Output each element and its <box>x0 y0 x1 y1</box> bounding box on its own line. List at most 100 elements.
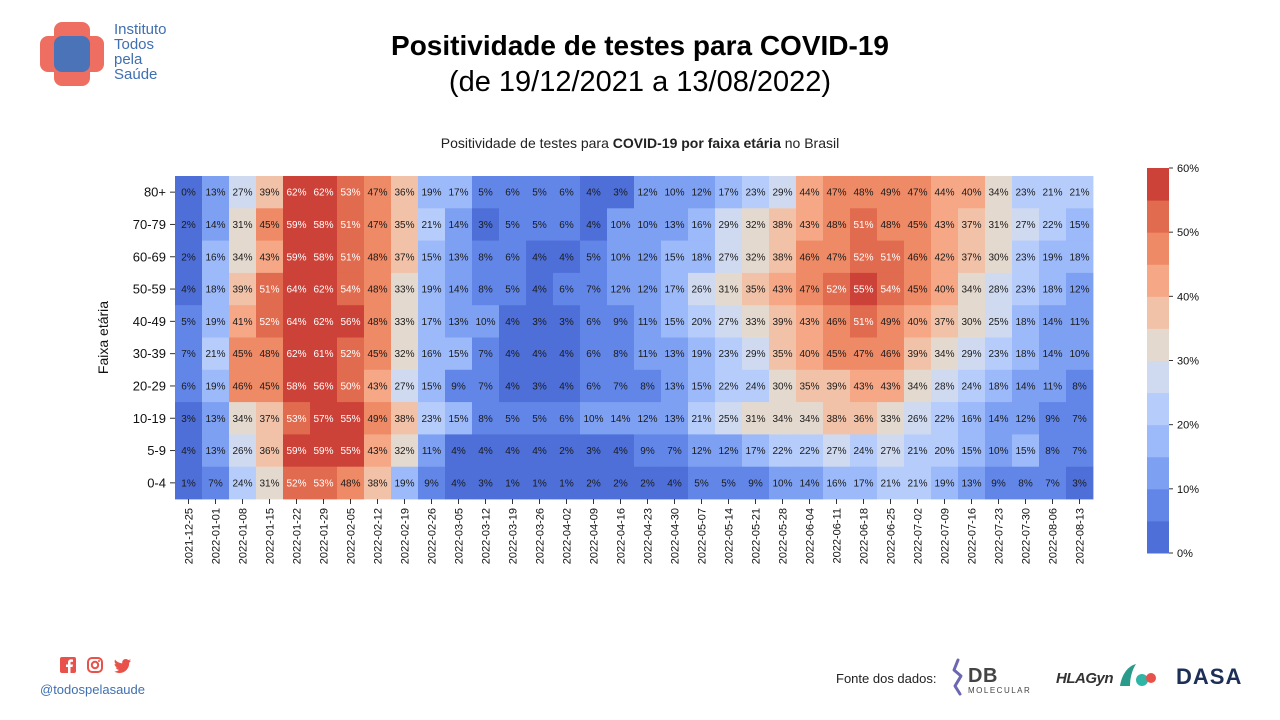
heatmap-cell <box>1039 176 1067 209</box>
heatmap-cell <box>310 272 338 306</box>
heatmap-cell <box>607 208 635 241</box>
heatmap-cell <box>634 434 662 468</box>
heatmap-cell <box>472 369 500 403</box>
heatmap-cell <box>580 176 608 209</box>
heatmap-cell <box>337 305 365 338</box>
cell-value-label: 19% <box>691 349 711 360</box>
heatmap-cell <box>823 176 851 209</box>
cell-value-label: 47% <box>367 220 387 231</box>
heatmap-cell <box>337 402 365 435</box>
cell-value-label: 12% <box>1015 414 1035 425</box>
cell-value-label: 21% <box>1042 188 1062 199</box>
cell-value-label: 49% <box>880 317 900 328</box>
cell-value-label: 3% <box>613 188 628 199</box>
cell-value-label: 42% <box>934 252 954 263</box>
cell-value-label: 43% <box>772 285 792 296</box>
heatmap-cell <box>796 240 824 274</box>
cell-value-label: 13% <box>205 414 225 425</box>
heatmap-cell <box>742 208 770 241</box>
colorbar-tick-label: 50% <box>1177 227 1199 239</box>
cell-value-label: 40% <box>934 285 954 296</box>
heatmap-cell <box>202 402 230 435</box>
cell-value-label: 20% <box>934 446 954 457</box>
heatmap-cell <box>229 305 257 338</box>
heatmap-cell <box>310 337 338 371</box>
brand-line: Saúde <box>114 66 158 83</box>
cell-value-label: 6% <box>559 220 574 231</box>
cell-value-label: 0% <box>181 188 196 199</box>
cell-value-label: 48% <box>367 285 387 296</box>
cell-value-label: 2% <box>640 478 655 489</box>
cell-value-label: 9% <box>613 317 628 328</box>
dasa-logo-text: DASA <box>1176 664 1243 689</box>
heatmap-cell <box>850 208 878 241</box>
brand-name: Instituto Todos pela Saúde <box>114 22 167 82</box>
cell-value-label: 33% <box>745 317 765 328</box>
cell-value-label: 36% <box>853 414 873 425</box>
cell-value-label: 19% <box>421 285 441 296</box>
cell-value-label: 6% <box>505 188 520 199</box>
heatmap-cell <box>256 402 284 435</box>
cell-value-label: 48% <box>259 349 279 360</box>
cell-value-label: 4% <box>181 446 196 457</box>
twitter-icon[interactable] <box>114 659 131 673</box>
cell-value-label: 44% <box>934 188 954 199</box>
heatmap-cell <box>877 466 905 500</box>
heatmap-cell <box>310 208 338 241</box>
heatmap-cell <box>634 337 662 371</box>
cell-value-label: 38% <box>394 414 414 425</box>
db-molecular-logo-icon <box>952 658 963 696</box>
heatmap-cell <box>958 208 986 241</box>
cell-value-label: 6% <box>586 349 601 360</box>
cell-value-label: 35% <box>394 220 414 231</box>
heatmap-cell <box>742 402 770 435</box>
social-icons <box>60 657 131 673</box>
heatmap-cell <box>661 337 689 371</box>
heatmap-cell <box>715 240 743 274</box>
social-handle[interactable]: @todospelasaude <box>40 682 145 697</box>
y-tick-label: 5-9 <box>147 443 166 458</box>
heatmap-cell <box>769 402 797 435</box>
cell-value-label: 64% <box>286 317 306 328</box>
cell-value-label: 34% <box>232 414 252 425</box>
heatmap-cell <box>499 240 527 274</box>
heatmap-cell <box>202 240 230 274</box>
cell-value-label: 47% <box>826 252 846 263</box>
heatmap-cell <box>499 434 527 468</box>
instagram-icon[interactable] <box>87 657 103 673</box>
heatmap-cell <box>418 305 446 338</box>
cell-value-label: 5% <box>532 220 547 231</box>
cell-value-label: 3% <box>586 446 601 457</box>
cell-value-label: 14% <box>1015 381 1035 392</box>
heatmap-cell <box>202 305 230 338</box>
cell-value-label: 52% <box>853 252 873 263</box>
facebook-icon[interactable] <box>60 657 76 673</box>
heatmap-cell <box>931 369 959 403</box>
heatmap-cell <box>337 434 365 468</box>
heatmap-cell <box>229 466 257 500</box>
heatmap-cell <box>499 305 527 338</box>
heatmap-cell <box>742 305 770 338</box>
heatmap-cell <box>175 402 203 435</box>
cell-value-label: 7% <box>478 381 493 392</box>
chart-title-part: no Brasil <box>781 135 839 151</box>
heatmap-cell <box>1039 272 1067 306</box>
cell-value-label: 24% <box>745 381 765 392</box>
cell-value-label: 32% <box>745 252 765 263</box>
heatmap-cell <box>796 369 824 403</box>
heatmap-cell <box>175 434 203 468</box>
heatmap-cell <box>175 369 203 403</box>
cell-value-label: 21% <box>1069 188 1089 199</box>
heatmap-cell <box>175 176 203 209</box>
cell-value-label: 15% <box>664 252 684 263</box>
heatmap-cell <box>580 208 608 241</box>
x-tick-label: 2022-01-08 <box>238 508 250 564</box>
x-tick-label: 2021-12-25 <box>184 508 196 564</box>
heatmap-cell <box>391 434 419 468</box>
heatmap-cell <box>985 176 1013 209</box>
heatmap-cell <box>256 466 284 500</box>
heatmap-cell <box>580 305 608 338</box>
cell-value-label: 11% <box>638 349 657 360</box>
cell-value-label: 18% <box>1015 317 1035 328</box>
heatmap-cell <box>877 208 905 241</box>
